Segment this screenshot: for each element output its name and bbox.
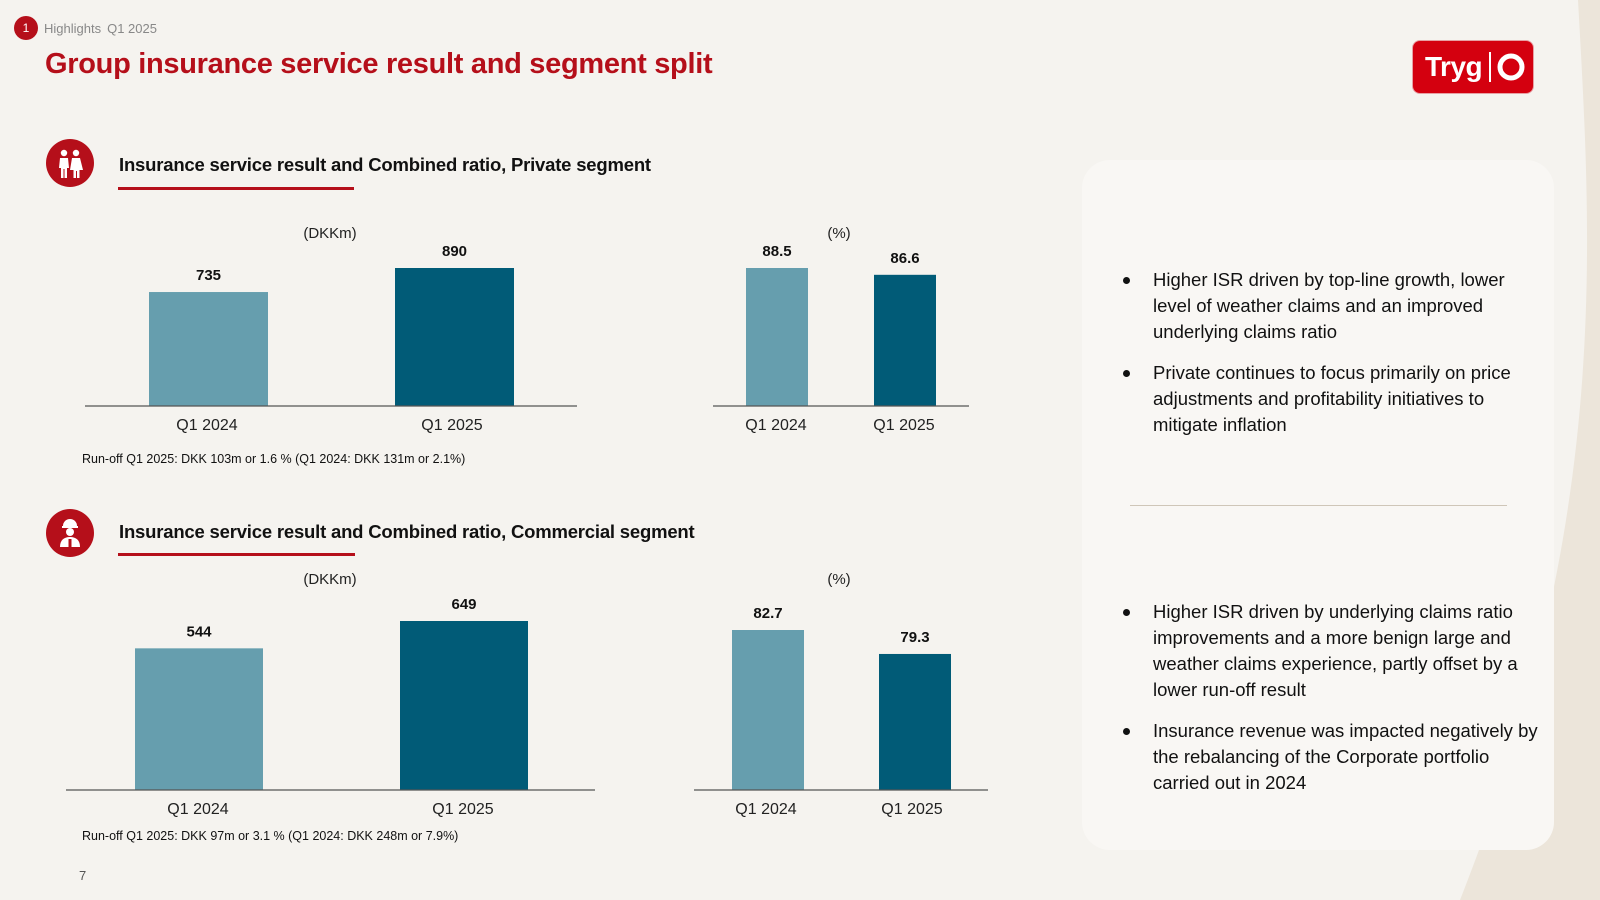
x-tick-q1-2024: Q1 2024 <box>735 801 796 818</box>
data-label-q1-2024: 82.7 <box>753 605 782 622</box>
commercial-commentary-list: Higher ISR driven by underlying claims r… <box>1123 599 1548 811</box>
unit-label: (%) <box>827 571 850 588</box>
charts-canvas: (DKKm) 735 890 Q1 2024 Q1 2025 (%) 88.5 … <box>66 225 988 818</box>
family-icon <box>46 139 94 187</box>
data-label-q1-2024: 88.5 <box>762 243 791 260</box>
commercial-segment-title: Insurance service result and Combined ra… <box>119 521 695 542</box>
bar-q1-2024 <box>149 292 268 406</box>
unit-label: (%) <box>827 225 850 242</box>
worker-icon <box>46 509 94 557</box>
section-number-badge: 1 <box>14 16 38 40</box>
x-tick-q1-2025: Q1 2025 <box>881 801 942 818</box>
x-tick-q1-2025: Q1 2025 <box>421 417 482 434</box>
logo-wordmark: Tryg <box>1425 51 1483 82</box>
data-label-q1-2024: 735 <box>196 267 221 284</box>
bar-q1-2024 <box>135 648 263 790</box>
x-tick-q1-2024: Q1 2024 <box>745 417 806 434</box>
page-title: Group insurance service result and segme… <box>45 48 713 80</box>
x-tick-q1-2025: Q1 2025 <box>873 417 934 434</box>
bar-q1-2024 <box>732 630 804 790</box>
chart-commercial-isr: (DKKm) 544 649 Q1 2024 Q1 2025 <box>66 571 595 818</box>
data-label-q1-2025: 79.3 <box>900 629 929 646</box>
breadcrumb-section: Highlights <box>44 20 102 36</box>
logo-divider <box>1489 52 1492 82</box>
x-tick-q1-2024: Q1 2024 <box>176 417 237 434</box>
tryg-logo: Tryg <box>1413 41 1533 93</box>
list-item: Higher ISR driven by top-line growth, lo… <box>1123 267 1543 345</box>
data-label-q1-2025: 649 <box>451 596 476 613</box>
data-label-q1-2025: 86.6 <box>890 250 919 267</box>
unit-label: (DKKm) <box>303 225 356 242</box>
bar-q1-2025 <box>874 274 936 406</box>
private-runoff-note: Run-off Q1 2025: DKK 103m or 1.6 % (Q1 2… <box>82 452 466 466</box>
list-item: Higher ISR driven by underlying claims r… <box>1123 599 1548 703</box>
breadcrumb-period: Q1 2025 <box>107 20 157 36</box>
breadcrumb: 1 Highlights Q1 2025 <box>14 16 157 40</box>
unit-label: (DKKm) <box>303 571 356 588</box>
bar-q1-2025 <box>879 653 951 790</box>
lifebuoy-icon <box>1497 53 1525 81</box>
x-tick-q1-2025: Q1 2025 <box>432 801 493 818</box>
page-number: 7 <box>79 868 87 883</box>
panel-divider <box>1130 505 1507 506</box>
list-item: Private continues to focus primarily on … <box>1123 360 1543 438</box>
private-title-underline <box>118 187 354 190</box>
commercial-runoff-note: Run-off Q1 2025: DKK 97m or 3.1 % (Q1 20… <box>82 829 459 843</box>
private-commentary-list: Higher ISR driven by top-line growth, lo… <box>1123 267 1543 453</box>
bar-q1-2025 <box>395 268 514 406</box>
chart-private-isr: (DKKm) 735 890 Q1 2024 Q1 2025 <box>85 225 577 434</box>
bar-q1-2024 <box>746 268 808 406</box>
list-item: Insurance revenue was impacted negativel… <box>1123 718 1548 796</box>
chart-commercial-cr: (%) 82.7 79.3 Q1 2024 Q1 2025 <box>694 571 988 818</box>
x-tick-q1-2024: Q1 2024 <box>167 801 228 818</box>
decorative-curve <box>1460 0 1600 900</box>
bar-q1-2025 <box>400 621 528 790</box>
chart-private-cr: (%) 88.5 86.6 Q1 2024 Q1 2025 <box>713 225 969 434</box>
data-label-q1-2025: 890 <box>442 243 467 260</box>
commercial-title-underline <box>118 553 355 556</box>
private-segment-title: Insurance service result and Combined ra… <box>119 154 651 175</box>
data-label-q1-2024: 544 <box>186 623 212 640</box>
